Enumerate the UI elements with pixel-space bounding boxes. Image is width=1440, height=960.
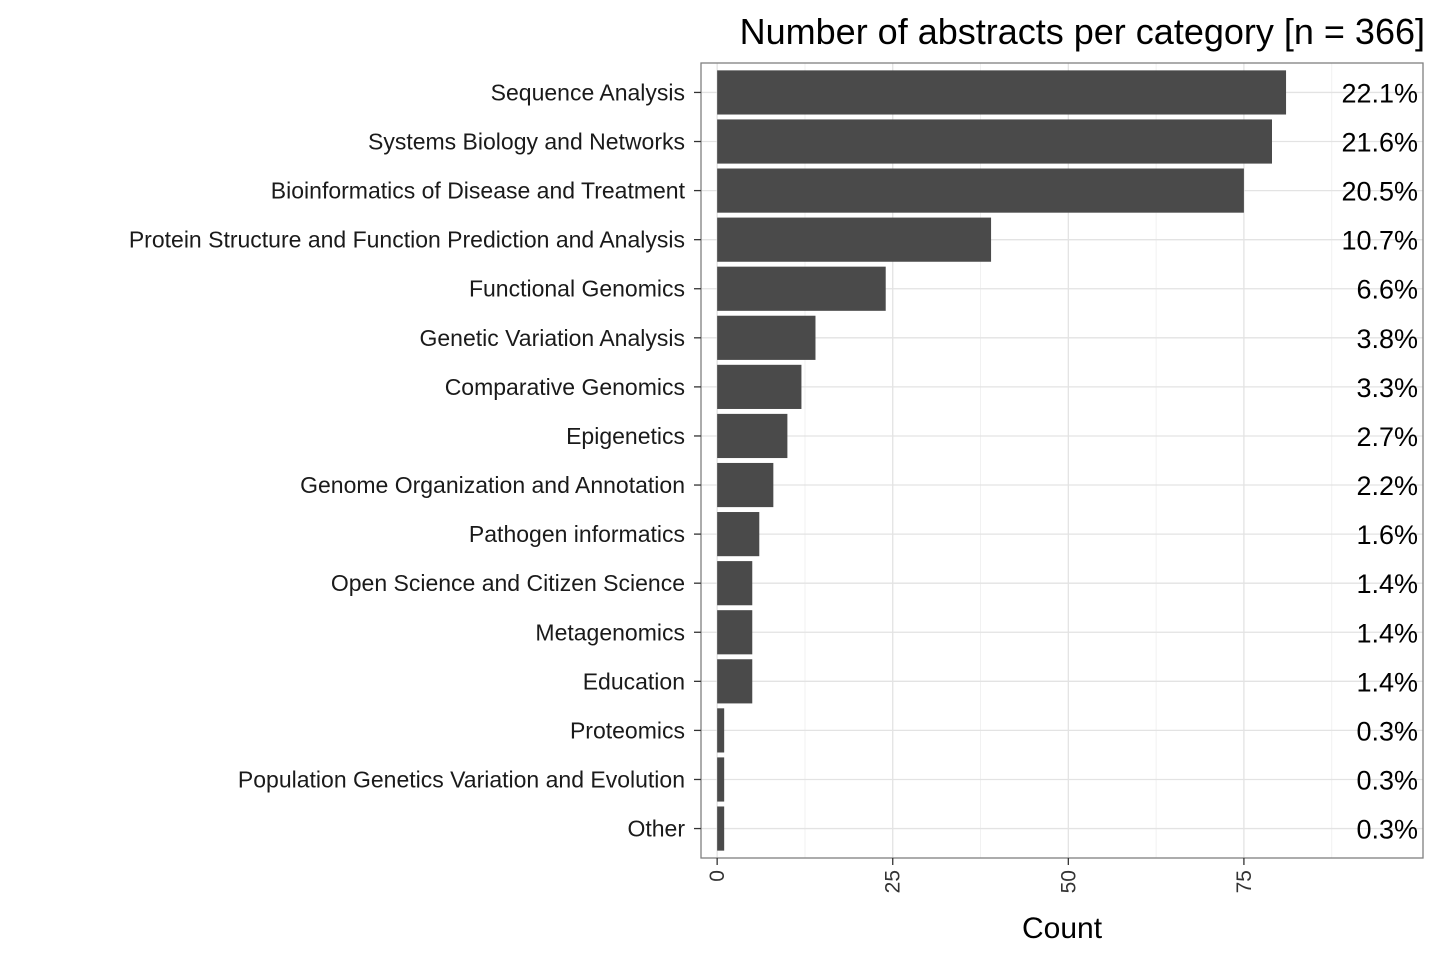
bar bbox=[717, 561, 753, 606]
category-label: Proteomics bbox=[570, 717, 685, 743]
x-tick-label: 0 bbox=[706, 870, 729, 882]
category-label: Open Science and Citizen Science bbox=[331, 570, 685, 596]
bar bbox=[717, 413, 788, 459]
data-label: 21.6% bbox=[1341, 128, 1418, 158]
percent-labels: 22.1% 21.6% 20.5% 10.7% 6.6% 3.8% 3.3% 2.7% 2.2%… bbox=[1341, 78, 1418, 844]
data-label: 1.4% bbox=[1356, 667, 1418, 697]
x-tick-label: 25 bbox=[882, 870, 905, 893]
panel-border bbox=[700, 62, 1424, 859]
data-label: 2.2% bbox=[1356, 471, 1418, 501]
bar bbox=[717, 757, 725, 802]
y-axis: Sequence Analysis Systems Biology and Net… bbox=[129, 79, 701, 842]
bar bbox=[717, 168, 1244, 213]
category-label: Sequence Analysis bbox=[491, 79, 685, 105]
data-label: 20.5% bbox=[1341, 177, 1418, 207]
data-label: 0.3% bbox=[1356, 765, 1418, 795]
bar bbox=[717, 708, 725, 753]
category-label: Comparative Genomics bbox=[445, 374, 685, 400]
category-label: Bioinformatics of Disease and Treatment bbox=[271, 178, 686, 204]
category-label: Other bbox=[627, 816, 685, 842]
category-label: Epigenetics bbox=[566, 423, 685, 449]
data-label: 0.3% bbox=[1356, 716, 1418, 746]
bar bbox=[717, 315, 816, 360]
bar bbox=[717, 119, 1272, 164]
bar bbox=[717, 659, 753, 704]
category-label: Population Genetics Variation and Evolut… bbox=[238, 766, 685, 792]
category-label: Systems Biology and Networks bbox=[368, 129, 685, 155]
category-label: Protein Structure and Function Predictio… bbox=[129, 227, 685, 253]
x-tick-label: 75 bbox=[1233, 870, 1256, 893]
data-label: 1.6% bbox=[1356, 520, 1418, 550]
category-label: Pathogen informatics bbox=[469, 521, 685, 547]
category-label: Functional Genomics bbox=[469, 276, 685, 302]
bars bbox=[717, 70, 1287, 851]
data-label: 1.4% bbox=[1356, 569, 1418, 599]
category-label: Education bbox=[583, 668, 685, 694]
x-axis: 0 25 50 75 bbox=[706, 858, 1256, 893]
data-label: 0.3% bbox=[1356, 815, 1418, 845]
category-label: Genetic Variation Analysis bbox=[420, 325, 686, 351]
category-label: Genome Organization and Annotation bbox=[300, 472, 685, 498]
data-label: 1.4% bbox=[1356, 618, 1418, 648]
bar bbox=[717, 217, 992, 262]
data-label: 22.1% bbox=[1341, 78, 1418, 108]
bar bbox=[717, 462, 774, 508]
data-label: 6.6% bbox=[1356, 275, 1418, 305]
x-axis-title: Count bbox=[1022, 912, 1103, 945]
category-label: Metagenomics bbox=[535, 619, 685, 645]
bar bbox=[717, 266, 886, 311]
bar bbox=[717, 512, 760, 557]
x-tick-label: 50 bbox=[1057, 870, 1080, 893]
bar bbox=[717, 70, 1287, 115]
bar bbox=[717, 806, 725, 851]
data-label: 2.7% bbox=[1356, 422, 1418, 452]
data-label: 10.7% bbox=[1341, 226, 1418, 256]
bar bbox=[717, 610, 753, 655]
data-label: 3.3% bbox=[1356, 373, 1418, 403]
chart-title: Number of abstracts per category [n = 36… bbox=[740, 11, 1425, 52]
bar bbox=[717, 364, 802, 409]
data-label: 3.8% bbox=[1356, 324, 1418, 354]
